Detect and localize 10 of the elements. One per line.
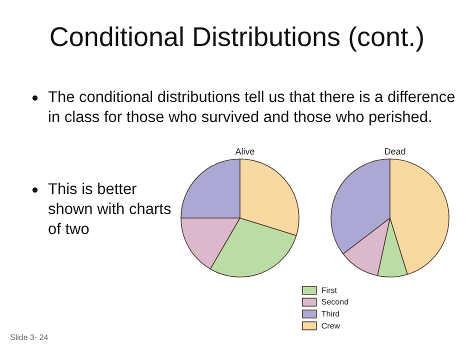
legend-label: Crew	[321, 321, 340, 330]
text: This is better shown with charts of two	[48, 180, 172, 240]
text: The conditional distributions tell us that there is a difference in class for those who survived and those who perished.	[48, 88, 456, 128]
chart-title: Conditional Distributions (cont.)	[48, 22, 426, 53]
text: Slide 3- 24	[10, 333, 48, 342]
slice-label: Dead	[384, 146, 406, 156]
legend-label: First	[321, 286, 338, 295]
legend-label: Third	[321, 310, 340, 318]
legend-label: Second	[321, 298, 349, 307]
slice-label: Alive	[235, 146, 255, 156]
